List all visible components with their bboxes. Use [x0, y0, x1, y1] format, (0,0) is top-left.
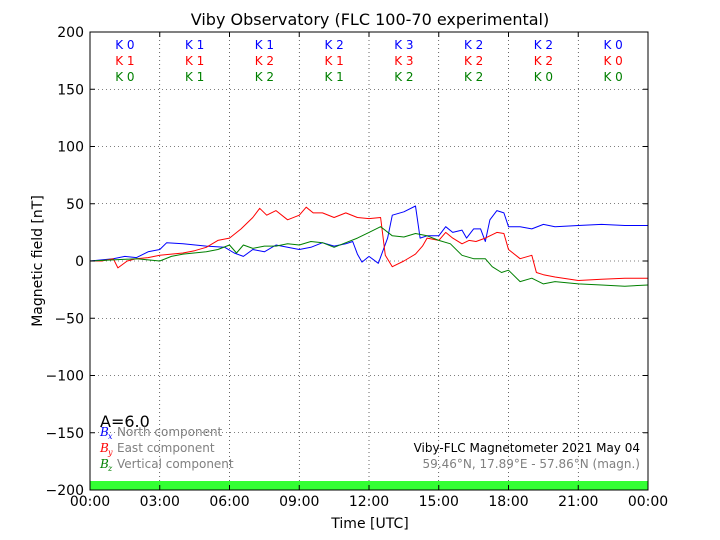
k-index-bx: K 2	[324, 38, 343, 52]
k-index-bz: K 2	[255, 70, 274, 84]
legend-label: North component	[117, 425, 223, 439]
x-tick-label: 00:00	[70, 494, 110, 510]
x-tick-label: 18:00	[488, 494, 528, 510]
y-tick-label: −150	[46, 426, 84, 442]
instrument-info: Viby-FLC Magnetometer 2021 May 04	[414, 441, 640, 455]
legend-symbol: B	[99, 441, 109, 455]
legend-label: East component	[117, 441, 215, 455]
y-tick-label: −50	[54, 311, 84, 327]
y-tick-label: 50	[66, 197, 84, 213]
x-tick-label: 09:00	[279, 494, 319, 510]
chart-title: Viby Observatory (FLC 100-70 experimenta…	[191, 10, 550, 29]
series-line-by	[90, 206, 648, 281]
legend-subscript: y	[107, 448, 113, 457]
k-index-bx: K 1	[185, 38, 204, 52]
y-axis-label: Magnetic field [nT]	[30, 195, 46, 327]
x-axis-label: Time [UTC]	[330, 516, 408, 532]
series-line-bx	[89, 205, 648, 264]
k-index-bx: K 2	[534, 38, 553, 52]
k-index-by: K 1	[185, 54, 204, 68]
y-tick-label: −200	[46, 483, 84, 499]
y-tick-label: −100	[46, 369, 84, 385]
series-line-bz	[89, 226, 649, 287]
k-index-bx: K 0	[115, 38, 134, 52]
k-index-bx: K 3	[394, 38, 413, 52]
legend-label: Vertical component	[117, 457, 234, 471]
k-index-bz: K 0	[603, 70, 622, 84]
y-tick-label: 150	[57, 82, 84, 98]
x-tick-label: 21:00	[558, 494, 598, 510]
k-index-bx: K 1	[255, 38, 274, 52]
k-index-by: K 2	[534, 54, 553, 68]
axis-ticks: 00:00 03:00 06:00 09:00 12:00 15:00 18:00 21:00…	[46, 25, 669, 510]
k-index-by: K 2	[255, 54, 274, 68]
k-index-bx: K 2	[464, 38, 483, 52]
y-tick-label: 200	[57, 25, 84, 41]
x-tick-label: 12:00	[349, 494, 389, 510]
legend-symbol: B	[99, 457, 109, 471]
k-index-labels: K 0 K 1 K 1 K 2 K 3 K 2 K 2 K 0 K 1 K 1 K 2 K 1 K 3 K…	[115, 38, 623, 84]
k-index-by: K 0	[603, 54, 622, 68]
grid	[90, 32, 648, 490]
legend-symbol: B	[99, 425, 109, 439]
k-index-bx: K 0	[603, 38, 622, 52]
x-tick-label: 15:00	[419, 494, 459, 510]
legend-subscript: z	[107, 464, 113, 473]
k-index-bz: K 2	[394, 70, 413, 84]
k-index-by: K 3	[394, 54, 413, 68]
a-index-label: A=6.0	[100, 412, 150, 431]
k-index-by: K 1	[115, 54, 134, 68]
k-index-bz: K 2	[464, 70, 483, 84]
y-tick-label: 0	[75, 254, 84, 270]
x-tick-label: 00:00	[628, 494, 668, 510]
k-index-bz: K 0	[534, 70, 553, 84]
k-index-by: K 1	[324, 54, 343, 68]
location-info: 59.46°N, 17.89°E - 57.86°N (magn.)	[423, 457, 640, 471]
k-index-bz: K 1	[185, 70, 204, 84]
k-index-bz: K 1	[324, 70, 343, 84]
series-group	[89, 205, 649, 287]
x-tick-label: 03:00	[140, 494, 180, 510]
k-index-bz: K 0	[115, 70, 134, 84]
legend-subscript: x	[108, 432, 113, 441]
x-tick-label: 06:00	[209, 494, 249, 510]
y-tick-label: 100	[57, 140, 84, 156]
k-index-by: K 2	[464, 54, 483, 68]
